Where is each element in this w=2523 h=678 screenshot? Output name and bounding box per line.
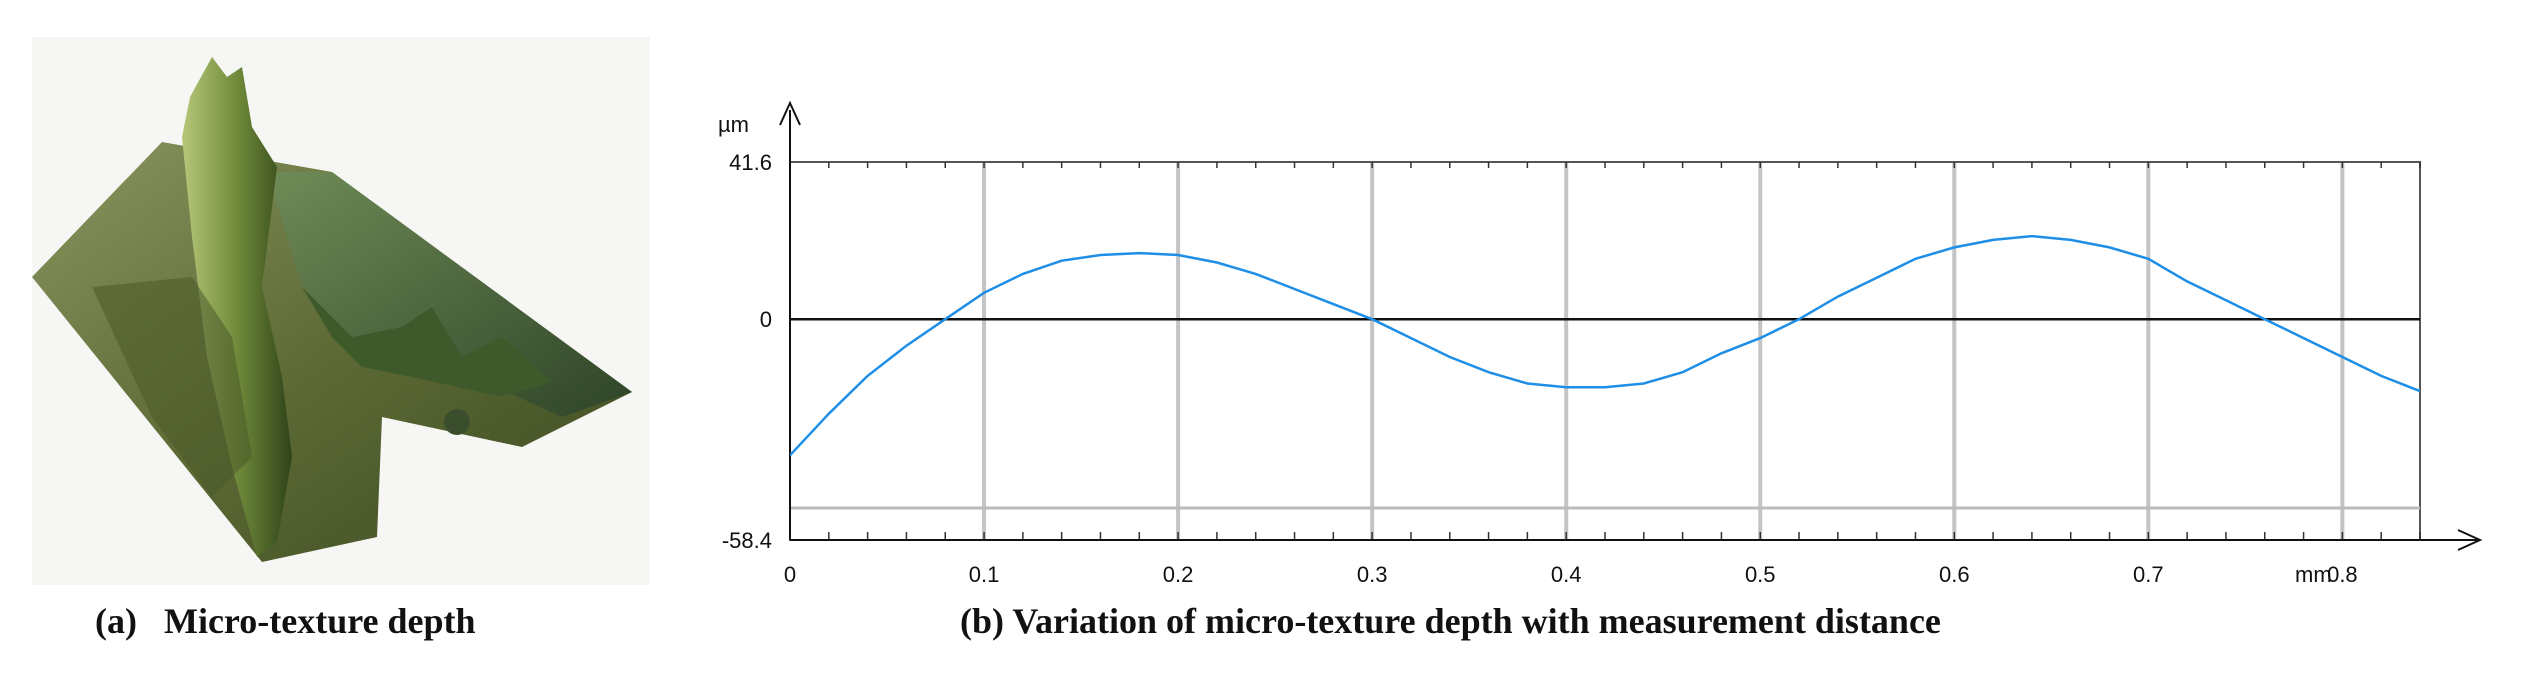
x-unit-label: mm: [2295, 562, 2332, 587]
x-tick-label-8: 0.8: [2327, 562, 2358, 587]
caption-a: (a) Micro-texture depth: [95, 601, 476, 641]
y-tick-label-2: -58.4: [722, 528, 772, 553]
x-axis-arrow: [2457, 529, 2483, 551]
plot-frame: [789, 161, 2421, 541]
vertical-grid-lines: [982, 162, 2345, 540]
x-tick-label-4: 0.4: [1551, 562, 1582, 587]
x-tick-label-1: 0.1: [969, 562, 1000, 587]
depth-series-line: [790, 234, 2420, 457]
surface-relief-picture: [32, 57, 632, 562]
y-tick-label-0: 41.6: [729, 150, 772, 175]
y-unit-label: µm: [718, 112, 749, 137]
x-tick-label-5: 0.5: [1745, 562, 1776, 587]
x-tick-labels: 0 0.1 0.2 0.3 0.4 0.5 0.6 0.7 0.8: [784, 562, 2358, 587]
y-axis-arrow: [779, 100, 801, 126]
x-tick-label-7: 0.7: [2133, 562, 2164, 587]
caption-b: (b) Variation of micro-texture depth wit…: [960, 601, 1941, 641]
x-tick-label-3: 0.3: [1357, 562, 1388, 587]
micro-texture-3d-image: [32, 37, 650, 585]
y-tick-labels: 41.6 0 -58.4: [722, 150, 772, 553]
minor-tick-marks: [789, 162, 2421, 540]
y-tick-label-1: 0: [760, 307, 772, 332]
x-tick-label-0: 0: [784, 562, 796, 587]
x-tick-label-2: 0.2: [1163, 562, 1194, 587]
x-tick-label-6: 0.6: [1939, 562, 1970, 587]
